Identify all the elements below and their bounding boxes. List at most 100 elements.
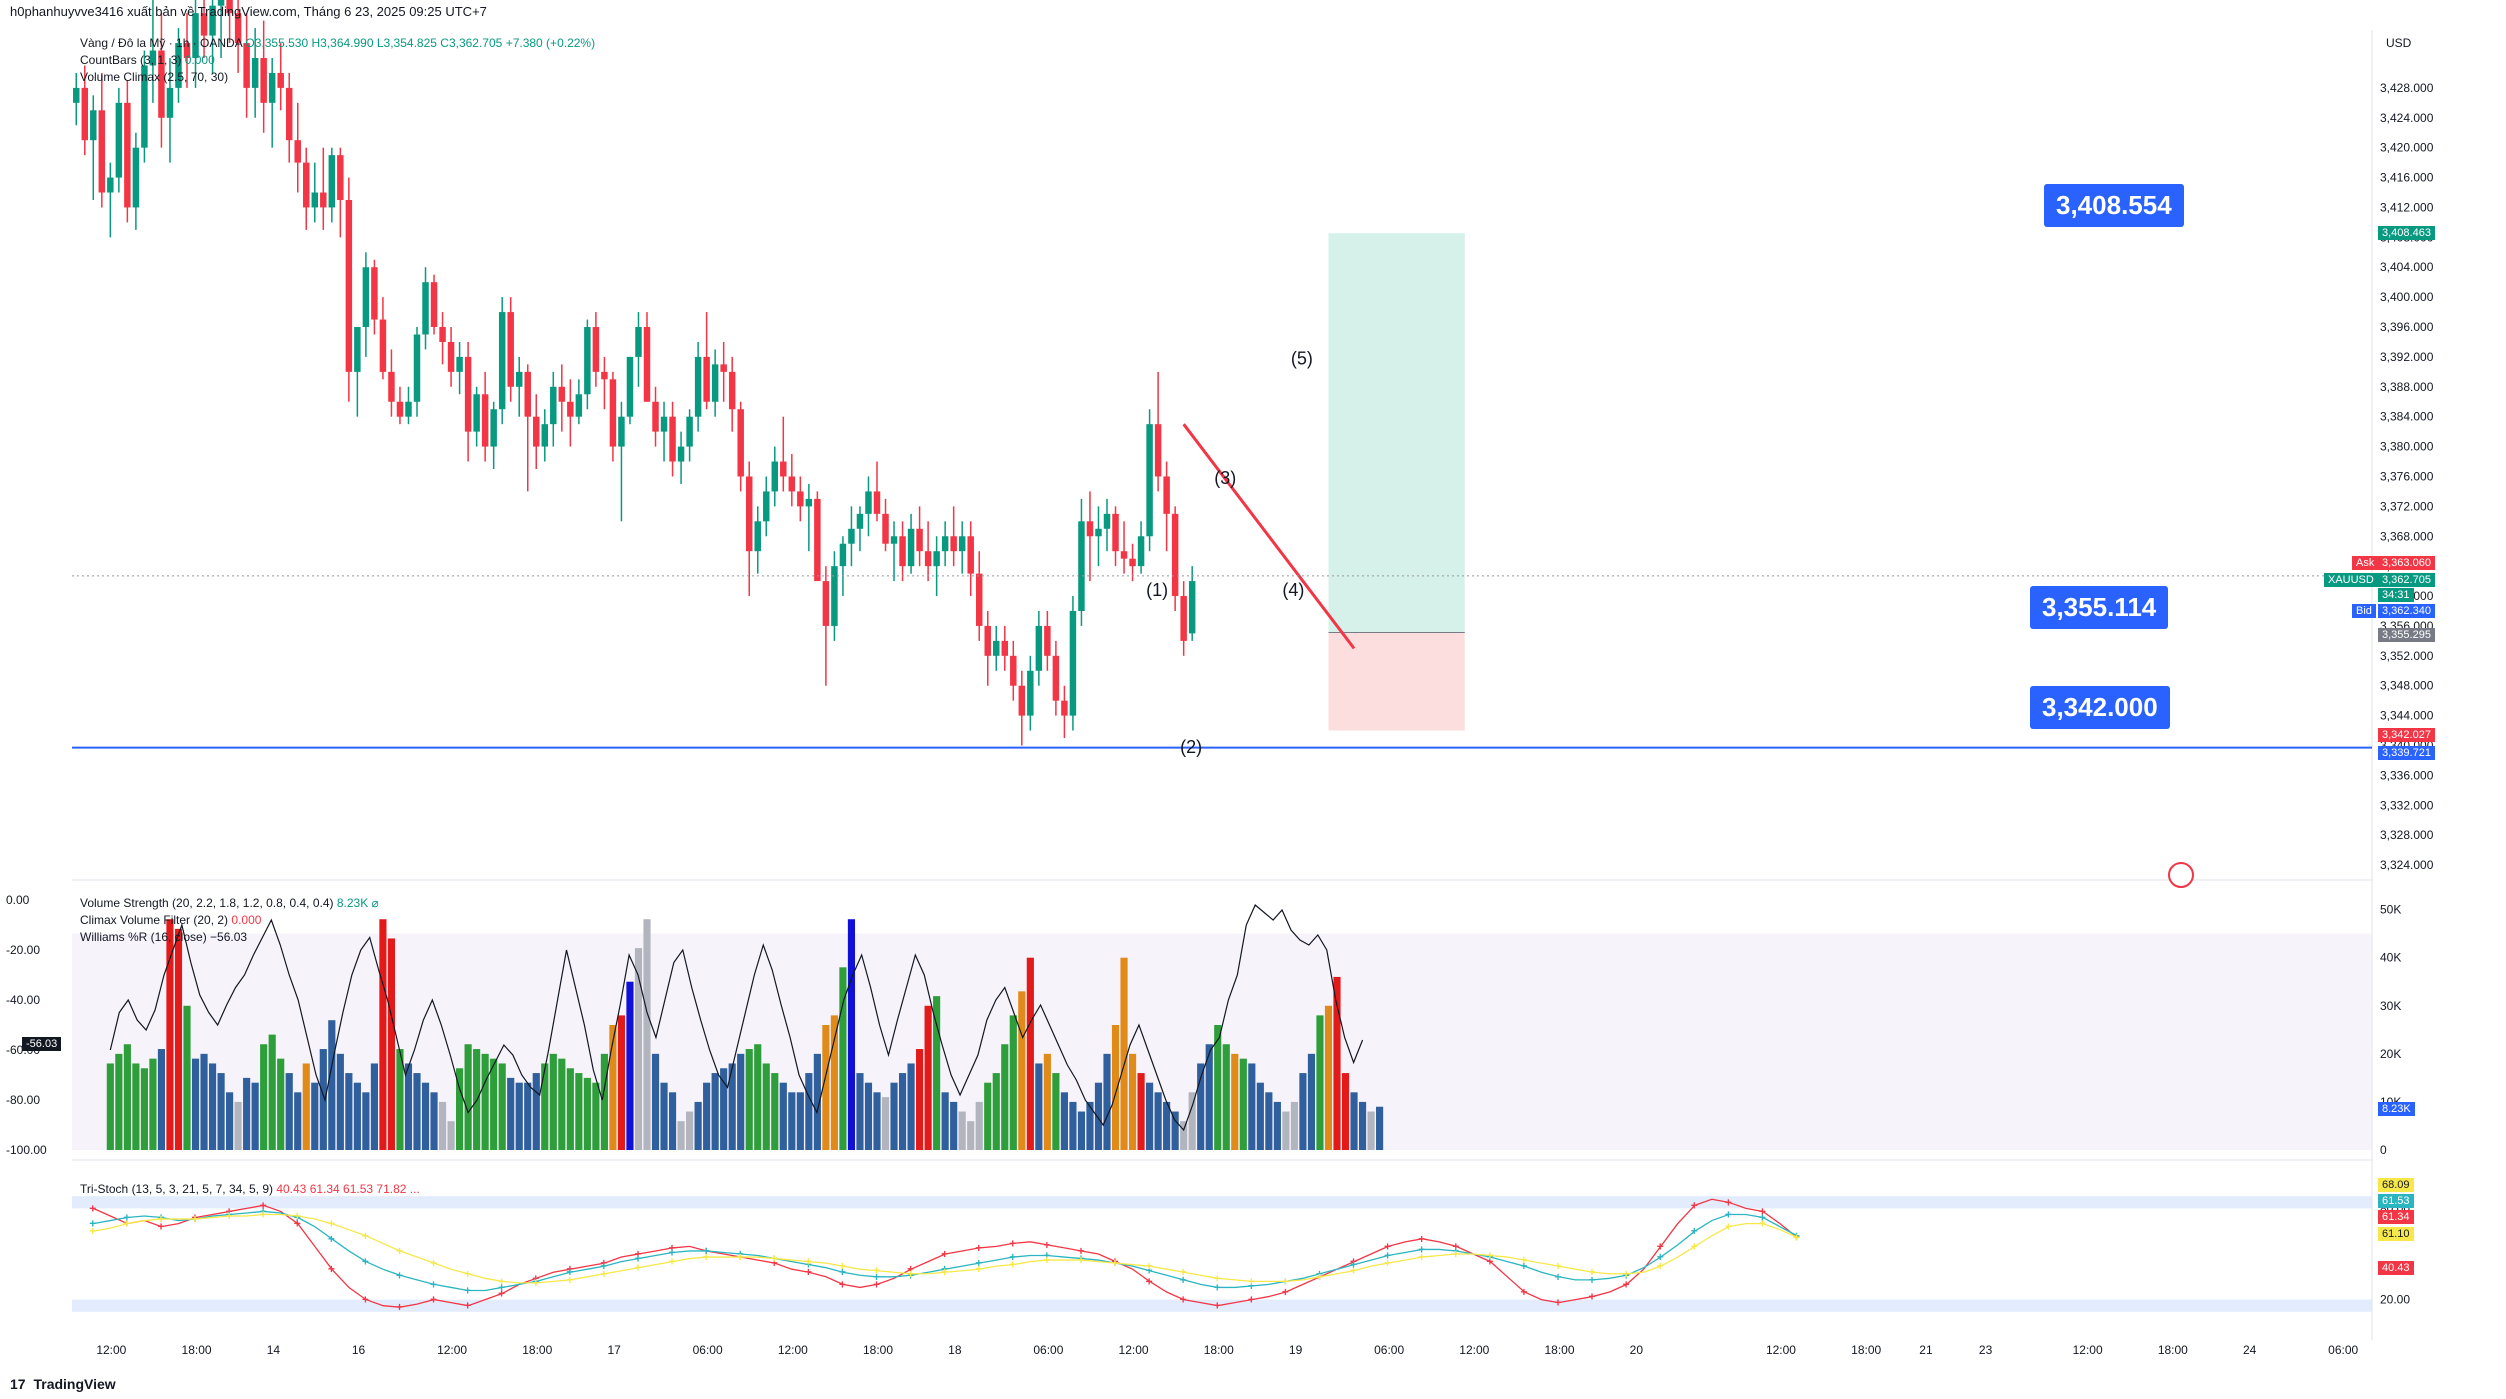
indicator-value: −56.03 xyxy=(210,930,248,944)
stoch-marker: + xyxy=(1248,1279,1255,1293)
overbought-band xyxy=(72,1196,2372,1209)
volume-bar xyxy=(907,1063,915,1150)
time-axis[interactable]: 12:00 18:00 14 16 12:00 18:00 17 06:00 12:00 18:0… xyxy=(96,1343,2358,1357)
candle-body xyxy=(98,110,106,193)
volume-bar xyxy=(1367,1111,1375,1150)
support-price-tag: 3,339.721 xyxy=(2378,746,2435,760)
volume-bar xyxy=(183,1005,191,1150)
candle-body xyxy=(1146,424,1153,537)
time-tick-label: 14 xyxy=(267,1343,281,1357)
stoch-marker: + xyxy=(703,1250,710,1264)
stop-callout[interactable]: 3,342.000 xyxy=(2030,686,2170,729)
stoch-marker: + xyxy=(873,1277,880,1291)
volume-bar xyxy=(1214,1025,1222,1150)
candle-body xyxy=(464,356,472,432)
candle-body xyxy=(132,147,140,208)
volume-tick-label: 50K xyxy=(2380,903,2401,917)
time-tick-label: 12:00 xyxy=(1766,1343,1796,1357)
candle-body xyxy=(975,573,983,626)
candle-body xyxy=(643,327,651,402)
stoch-marker: + xyxy=(1282,1285,1289,1299)
time-tick-label: 12:00 xyxy=(1119,1343,1149,1357)
us-flag-icon[interactable] xyxy=(2168,862,2194,888)
volume-bar xyxy=(421,1082,430,1150)
volume-bar xyxy=(941,1092,949,1150)
candle-body xyxy=(941,536,949,552)
stoch-tag-2: 61.53 xyxy=(2378,1194,2414,1208)
volume-bar xyxy=(532,1073,540,1150)
candle-body xyxy=(1018,685,1026,716)
indicator-williams-r[interactable]: Williams %R (16, close) −56.03 xyxy=(80,930,247,944)
indicator-climax-filter[interactable]: Climax Volume Filter (20, 2) 0.000 xyxy=(80,913,261,927)
wave-label: (2) xyxy=(1180,737,1202,757)
candle-body xyxy=(567,401,574,417)
indicator-tri-stoch[interactable]: Tri-Stoch (13, 5, 3, 21, 5, 7, 34, 5, 9)… xyxy=(80,1182,420,1196)
candle-body xyxy=(873,491,881,514)
currency-label[interactable]: USD xyxy=(2386,36,2412,50)
stoch-marker: + xyxy=(805,1255,812,1269)
candle-body xyxy=(1069,610,1077,716)
stoch-marker: + xyxy=(1589,1290,1596,1304)
stoch-marker: + xyxy=(566,1273,573,1287)
stoch-marker: + xyxy=(1418,1242,1425,1256)
candle-body xyxy=(1154,424,1162,477)
indicator-volume-climax[interactable]: Volume Climax (2.5, 70, 30) xyxy=(80,70,228,84)
target-callout[interactable]: 3,408.554 xyxy=(2044,184,2184,227)
indicator-volume-strength[interactable]: Volume Strength (20, 2.2, 1.8, 1.2, 0.8,… xyxy=(80,896,379,910)
candle-body xyxy=(780,461,787,477)
time-tick-label: 12:00 xyxy=(1459,1343,1489,1357)
stoch-marker: + xyxy=(89,1224,96,1238)
volume-bar xyxy=(1324,1005,1333,1150)
candle-body xyxy=(745,476,753,552)
price-tick-label: 3,388.000 xyxy=(2380,380,2434,394)
ask-price-tag: 3,363.060 xyxy=(2378,556,2435,570)
time-tick-label: 18:00 xyxy=(182,1343,212,1357)
candle-body xyxy=(720,364,727,372)
time-tick-label: 06:00 xyxy=(2328,1343,2358,1357)
volume-bar xyxy=(413,1073,421,1150)
candle-body xyxy=(958,536,966,552)
volume-bar xyxy=(277,1058,285,1150)
candle-body xyxy=(882,513,889,544)
symbol-legend[interactable]: Vàng / Đô la Mỹ · 1h · OANDA O3,355.530 … xyxy=(80,36,595,50)
candle-body xyxy=(635,327,642,357)
candle-body xyxy=(831,566,838,626)
volume-bar xyxy=(1239,1058,1247,1150)
stoch-marker: + xyxy=(1384,1249,1391,1263)
stoch-marker: + xyxy=(941,1265,948,1279)
candle-body xyxy=(609,379,617,447)
stoch-marker: + xyxy=(396,1268,403,1282)
candle-body xyxy=(1078,521,1085,611)
brand-footer[interactable]: 17 TradingView xyxy=(10,1376,116,1392)
candle-body xyxy=(899,536,906,567)
volume-bar xyxy=(728,1063,736,1150)
candle-body xyxy=(822,581,830,626)
stoch-tag-3: 61.34 xyxy=(2378,1210,2414,1224)
williams-tick-label: -100.00 xyxy=(6,1143,47,1157)
volume-bar xyxy=(447,1121,455,1150)
volume-bar xyxy=(575,1073,583,1150)
indicator-name: CountBars (3, 1, 3) xyxy=(80,53,182,67)
indicator-countbars[interactable]: CountBars (3, 1, 3) 0.000 xyxy=(80,53,215,67)
stoch-marker: + xyxy=(1146,1259,1153,1273)
stoch-marker: + xyxy=(157,1211,164,1225)
candle-body xyxy=(294,140,301,163)
stoch-marker: + xyxy=(1623,1277,1630,1291)
stoch-line xyxy=(93,1198,1798,1308)
stoch-marker: + xyxy=(328,1217,335,1231)
wave-label: (4) xyxy=(1282,580,1304,600)
price-tick-label: 3,396.000 xyxy=(2380,320,2434,334)
candle-body xyxy=(217,0,225,6)
stoch-marker: + xyxy=(975,1256,982,1270)
volume-bar xyxy=(1154,1092,1162,1150)
candle-body xyxy=(1035,625,1043,671)
stop-price-tag: 3,342.027 xyxy=(2378,728,2435,742)
volume-bar xyxy=(311,1082,319,1150)
stoch-marker: + xyxy=(328,1232,335,1246)
candle-body xyxy=(703,356,710,402)
entry-callout[interactable]: 3,355.114 xyxy=(2030,586,2169,629)
volume-bar xyxy=(600,1053,608,1150)
stoch-marker: + xyxy=(1589,1273,1596,1287)
volume-bar xyxy=(796,1092,804,1150)
